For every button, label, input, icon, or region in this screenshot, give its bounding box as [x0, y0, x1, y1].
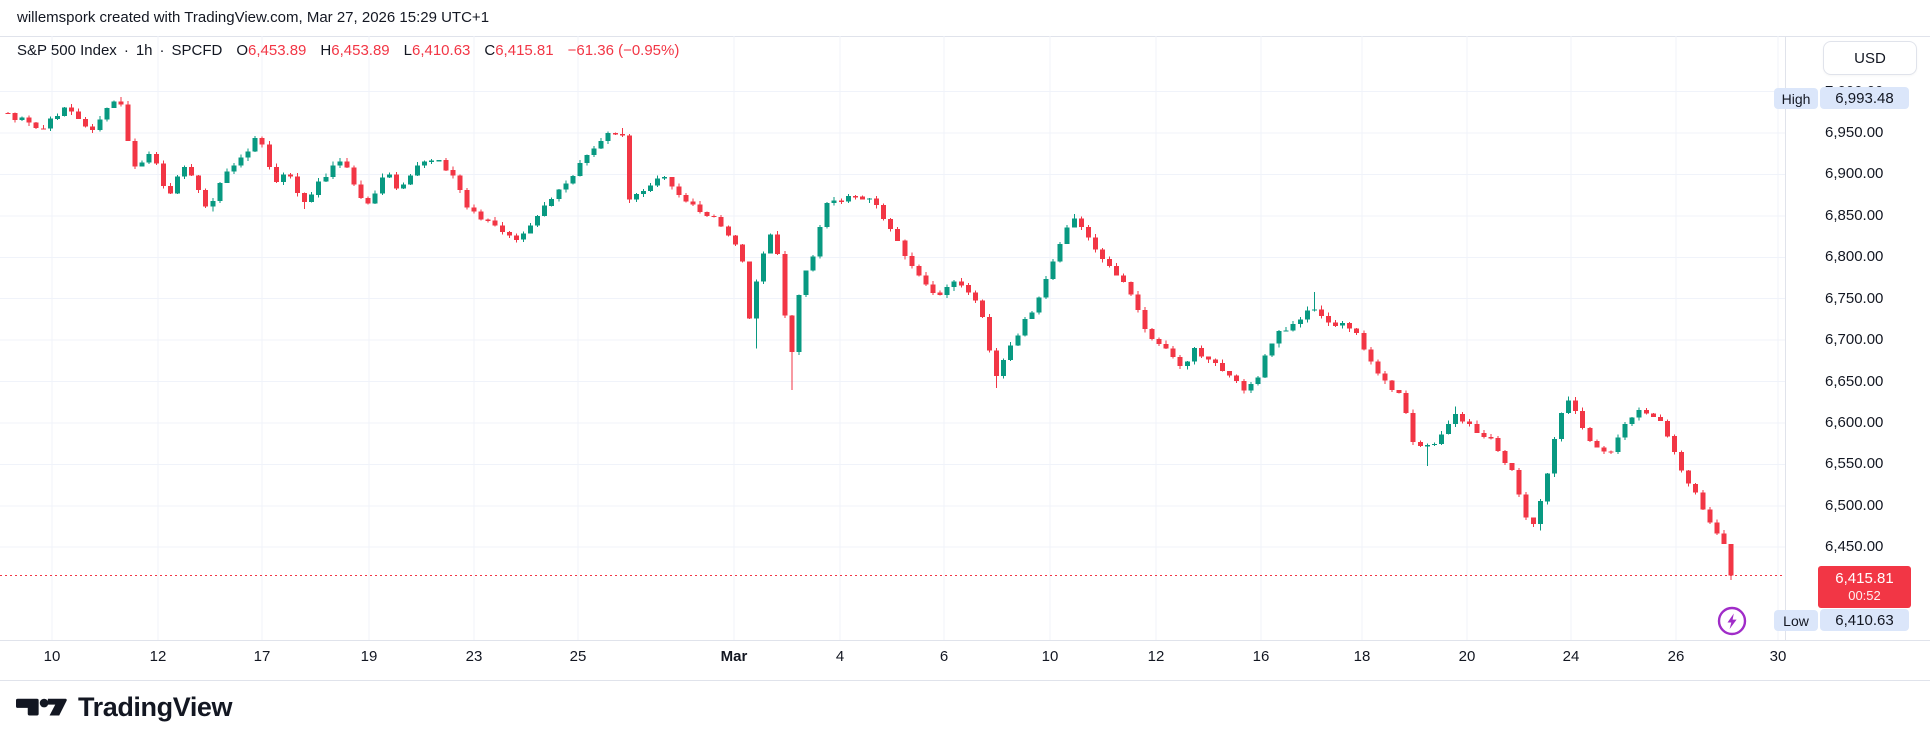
price-tick-label: 6,650.00	[1825, 372, 1884, 390]
time-axis-label: 19	[360, 648, 378, 665]
high-label-chip: High	[1774, 88, 1818, 109]
high-value-chip: 6,993.48	[1820, 87, 1909, 109]
currency-button[interactable]: USD	[1823, 41, 1917, 75]
tradingview-logo-mark	[16, 698, 67, 716]
low-value: 6,410.63	[411, 42, 471, 59]
tradingview-wordmark: TradingView	[78, 692, 233, 722]
widget-bottom-border	[0, 680, 1930, 681]
time-axis-label: 18	[1353, 648, 1371, 665]
time-axis-label: 20	[1458, 648, 1476, 665]
open-letter: O	[236, 42, 249, 59]
time-axis-label: 6	[939, 648, 949, 665]
price-tick-label: 6,850.00	[1825, 206, 1884, 224]
price-tick-label: 6,950.00	[1825, 124, 1884, 141]
low-letter: L	[403, 42, 412, 59]
ohlc-high: H6,453.89	[320, 42, 389, 59]
price-tick-label: 6,500.00	[1825, 496, 1884, 514]
interval-label[interactable]: 1h	[135, 42, 153, 59]
ohlc-low: L6,410.63	[404, 42, 471, 59]
chart-top-border	[0, 36, 1930, 37]
open-value: 6,453.89	[248, 42, 307, 59]
time-axis-label: 16	[1252, 648, 1270, 665]
time-axis-label: 30	[1769, 648, 1787, 665]
last-price-value: 6,415.81	[1835, 569, 1894, 587]
price-tick-label: 6,700.00	[1825, 331, 1884, 349]
price-tick-label: 6,900.00	[1825, 165, 1884, 183]
price-tick-label: 6,450.00	[1825, 538, 1884, 556]
low-value-chip: 6,410.63	[1820, 609, 1909, 631]
ohlc-close: C6,415.81	[484, 42, 553, 59]
time-axis-label: 12	[1147, 648, 1165, 665]
legend-separator: ·	[123, 42, 129, 59]
time-axis-label: 17	[253, 648, 271, 665]
bar-countdown: 00:52	[1848, 588, 1881, 604]
candlestick-pane[interactable]	[0, 36, 1785, 640]
time-axis-label: 25	[569, 648, 587, 665]
change-value: −61.36 (−0.95%)	[567, 42, 680, 59]
last-price-badge: 6,415.81 00:52	[1818, 566, 1911, 608]
symbol-title[interactable]: S&P 500 Index	[17, 42, 117, 59]
symbol-legend: S&P 500 Index · 1h · SPCFD O6,453.89 H6,…	[17, 42, 679, 59]
high-value: 6,453.89	[331, 42, 390, 59]
low-label-chip: Low	[1774, 610, 1818, 631]
time-axis-label: 12	[149, 648, 167, 665]
flash-icon[interactable]	[1716, 605, 1748, 637]
time-axis-label: 10	[43, 648, 61, 665]
close-value: 6,415.81	[495, 42, 554, 59]
price-axis-border	[1785, 36, 1786, 640]
time-axis-border	[0, 640, 1930, 641]
ohlc-open: O6,453.89	[236, 42, 306, 59]
tradingview-logo[interactable]: TradingView	[16, 692, 233, 723]
time-axis-label: Mar	[720, 648, 748, 665]
price-tick-label: 6,550.00	[1825, 455, 1884, 473]
time-axis-label: 4	[835, 648, 845, 665]
price-tick-label: 6,600.00	[1825, 413, 1884, 431]
exchange-label[interactable]: SPCFD	[171, 42, 223, 59]
attribution-text: willemspork created with TradingView.com…	[17, 9, 490, 26]
close-letter: C	[484, 42, 496, 59]
time-axis-label: 23	[465, 648, 483, 665]
time-axis-label: 10	[1041, 648, 1059, 665]
price-tick-label: 6,750.00	[1825, 289, 1884, 307]
high-letter: H	[320, 42, 332, 59]
legend-separator: ·	[159, 42, 165, 59]
time-axis-label: 24	[1562, 648, 1580, 665]
time-axis-label: 26	[1667, 648, 1685, 665]
price-tick-label: 6,800.00	[1825, 248, 1884, 266]
